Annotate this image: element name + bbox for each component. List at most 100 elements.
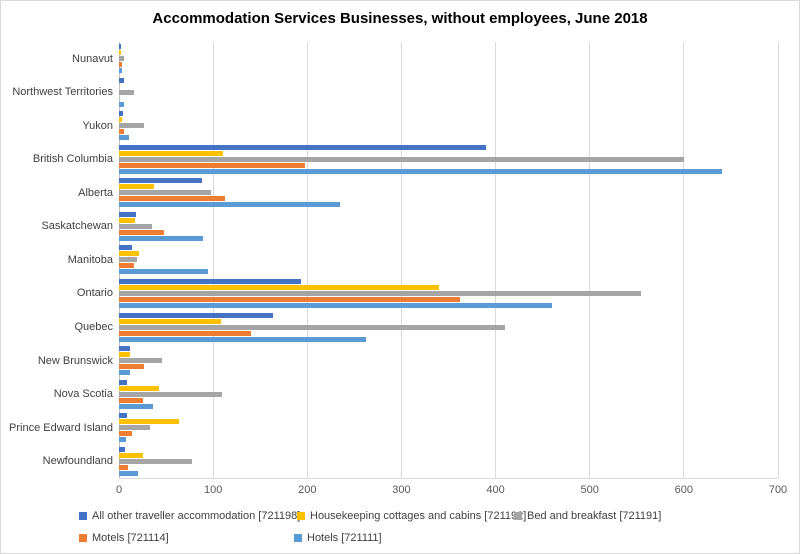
- category-bar-group: [119, 143, 778, 177]
- bar: [119, 397, 144, 403]
- bar: [119, 150, 223, 156]
- x-axis-labels: 0 100 200 300 400 500 600 700: [115, 484, 787, 498]
- category-label: Nunavut: [72, 52, 113, 65]
- legend-item: Hotels [721111]: [294, 532, 382, 544]
- legend-item: Housekeeping cottages and cabins [721192…: [297, 510, 526, 522]
- bar: [119, 269, 209, 275]
- bar: [119, 144, 487, 150]
- bar: [119, 101, 124, 107]
- category-label: Newfoundland: [42, 455, 113, 468]
- category-bar-group: [119, 76, 778, 110]
- legend-swatch-icon: [79, 534, 87, 542]
- bar: [119, 56, 124, 62]
- legend-item: Bed and breakfast [721191]: [514, 510, 661, 522]
- legend-swatch-icon: [79, 512, 87, 520]
- bar: [119, 245, 133, 251]
- category-label: Quebec: [74, 321, 113, 334]
- bar: [119, 464, 129, 470]
- bar: [119, 330, 251, 336]
- bar: [119, 358, 163, 364]
- gridline: [400, 42, 402, 478]
- category-bar-group: [119, 411, 778, 445]
- legend-label: All other traveller accommodation [72119…: [92, 510, 301, 522]
- bar: [119, 324, 505, 330]
- bar: [119, 458, 193, 464]
- bar: [119, 135, 130, 141]
- category-bar-group: [119, 377, 778, 411]
- gridline: [306, 42, 308, 478]
- bar: [119, 302, 553, 308]
- category-label: Ontario: [76, 287, 113, 300]
- bar: [119, 68, 122, 74]
- category-label: British Columbia: [32, 153, 113, 166]
- bar: [119, 117, 122, 123]
- bar: [119, 162, 306, 168]
- gridline: [777, 42, 779, 478]
- chart-title: Accommodation Services Businesses, witho…: [152, 10, 648, 27]
- bar: [119, 352, 131, 358]
- legend-item: Motels [721114]: [79, 532, 169, 544]
- bar: [119, 89, 135, 95]
- bar: [119, 346, 131, 352]
- bar-rows: [119, 42, 778, 478]
- gridline: [683, 42, 685, 478]
- bar: [119, 370, 131, 376]
- category-label: Nova Scotia: [53, 388, 113, 401]
- bar: [119, 296, 460, 302]
- gridline: [589, 42, 591, 478]
- x-tick-label: 100: [203, 484, 223, 496]
- bar: [119, 446, 125, 452]
- category-bar-group: [119, 42, 778, 76]
- x-tick-label: 700: [768, 484, 788, 496]
- bar: [119, 336, 366, 342]
- bar: [119, 425, 151, 431]
- legend-label: Hotels [721111]: [307, 532, 382, 544]
- bar: [119, 217, 135, 223]
- legend-item: All other traveller accommodation [72119…: [79, 510, 300, 522]
- gridline: [212, 42, 214, 478]
- bar: [119, 202, 341, 208]
- category-label: Prince Edward Island: [9, 421, 113, 434]
- legend-label: Motels [721114]: [92, 532, 169, 544]
- bar: [119, 229, 165, 235]
- category-label: Manitoba: [67, 253, 113, 266]
- bar: [119, 44, 121, 50]
- bar: [119, 278, 301, 284]
- bar: [119, 156, 684, 162]
- bar: [119, 284, 440, 290]
- bar: [119, 413, 128, 419]
- bar: [119, 184, 154, 190]
- bar: [119, 211, 136, 217]
- bar: [119, 364, 145, 370]
- bar: [119, 391, 222, 397]
- x-tick-label: 300: [392, 484, 411, 496]
- bar: [119, 290, 642, 296]
- category-bar-group: [119, 176, 778, 210]
- bar: [119, 111, 123, 117]
- bar: [119, 62, 122, 68]
- bar: [119, 77, 124, 83]
- bar: [119, 129, 124, 135]
- bar: [119, 251, 139, 257]
- category-bar-group: [119, 344, 778, 378]
- bar: [119, 178, 202, 184]
- x-tick-label: 600: [674, 484, 694, 496]
- legend-swatch-icon: [514, 512, 522, 520]
- bar: [119, 470, 138, 476]
- legend-label: Housekeeping cottages and cabins [721192…: [310, 510, 527, 522]
- bar: [119, 431, 133, 437]
- bar: [119, 235, 203, 241]
- category-label: Northwest Territories: [12, 86, 113, 99]
- bar: [119, 257, 137, 263]
- bar: [119, 50, 121, 56]
- x-tick-label: 0: [115, 484, 123, 496]
- bar: [119, 403, 153, 409]
- category-label: Saskatchewan: [41, 220, 113, 233]
- bar: [119, 385, 160, 391]
- x-tick-label: 400: [486, 484, 505, 496]
- bar: [119, 419, 180, 425]
- category-bar-group: [119, 277, 778, 311]
- category-bar-group: [119, 444, 778, 478]
- gridline: [495, 42, 497, 478]
- bar: [119, 223, 152, 229]
